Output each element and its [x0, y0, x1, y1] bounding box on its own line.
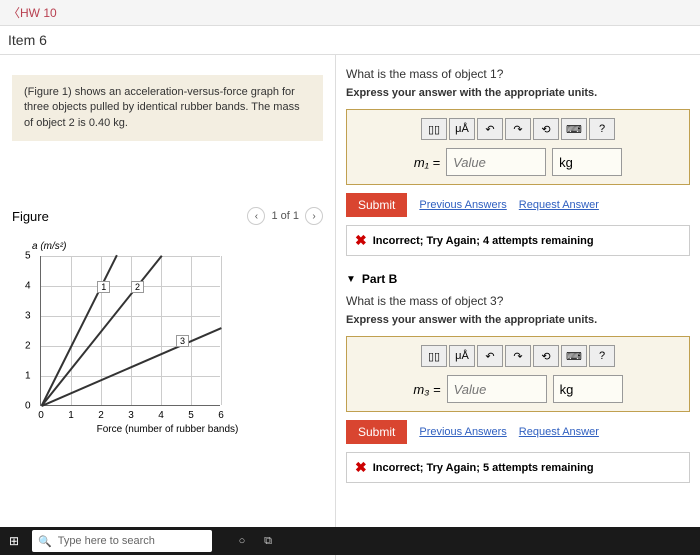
problem-prompt: (Figure 1) shows an acceleration-versus-… — [12, 75, 323, 141]
toolbar-button[interactable]: ? — [589, 118, 615, 140]
part-b-var-label: m₃ = — [413, 382, 440, 397]
toolbar-button[interactable]: ↷ — [505, 118, 531, 140]
part-a-answer-box: ▯▯μÅ↶↷⟲⌨? m₁ = — [346, 109, 690, 185]
part-b-unit-input[interactable] — [553, 375, 623, 403]
acceleration-force-graph: 0123450123456123 — [40, 256, 220, 406]
y-tick-label: 3 — [25, 311, 31, 322]
part-b-feedback: ✖ Incorrect; Try Again; 5 attempts remai… — [346, 452, 690, 483]
part-a-actions: Submit Previous Answers Request Answer — [346, 193, 690, 217]
x-tick-label: 1 — [68, 410, 74, 421]
part-b-answer-box: ▯▯μÅ↶↷⟲⌨? m₃ = — [346, 336, 690, 412]
y-axis-title: a (m/s²) — [32, 241, 295, 252]
part-b-instruction: Express your answer with the appropriate… — [346, 314, 690, 326]
part-a-input-row: m₁ = — [355, 148, 681, 176]
y-tick-label: 5 — [25, 251, 31, 262]
collapse-icon: ▼ — [346, 274, 356, 285]
figure-next-button[interactable]: › — [305, 207, 323, 225]
search-icon: 🔍 — [38, 535, 52, 548]
part-b: What is the mass of object 3? Express yo… — [346, 294, 690, 483]
part-b-actions: Submit Previous Answers Request Answer — [346, 420, 690, 444]
part-a-value-input[interactable] — [446, 148, 546, 176]
y-tick-label: 1 — [25, 371, 31, 382]
taskbar-icons: ○ ⧉ — [232, 531, 278, 551]
x-tick-label: 4 — [158, 410, 164, 421]
toolbar-button[interactable]: ▯▯ — [421, 118, 447, 140]
line-label-2: 2 — [131, 281, 144, 293]
figure-counter: 1 of 1 — [271, 210, 299, 222]
part-a-request-answer-link[interactable]: Request Answer — [519, 199, 599, 211]
hw-label: HW 10 — [20, 6, 57, 20]
part-b-request-answer-link[interactable]: Request Answer — [519, 426, 599, 438]
item-label: Item 6 — [0, 26, 700, 55]
incorrect-icon: ✖ — [355, 232, 367, 249]
toolbar-button[interactable]: ⟲ — [533, 345, 559, 367]
part-a-submit-button[interactable]: Submit — [346, 193, 407, 217]
toolbar-button[interactable]: ⌨ — [561, 118, 587, 140]
taskview-icon[interactable]: ⧉ — [258, 531, 278, 551]
line-label-3: 3 — [176, 335, 189, 347]
part-b-previous-answers-link[interactable]: Previous Answers — [419, 426, 506, 438]
part-b-feedback-text: Incorrect; Try Again; 5 attempts remaini… — [373, 462, 594, 474]
graph-area: a (m/s²) 0 1 2 3 4 5 0 1 2 3 4 5 6 1 2 3 Force (number … — [0, 231, 335, 445]
part-a-unit-input[interactable] — [552, 148, 622, 176]
toolbar-button[interactable]: ? — [589, 345, 615, 367]
y-tick-label: 0 — [25, 401, 31, 412]
search-placeholder-text: Type here to search — [58, 535, 155, 547]
x-tick-label: 6 — [218, 410, 224, 421]
part-a-previous-answers-link[interactable]: Previous Answers — [419, 199, 506, 211]
toolbar-button[interactable]: ⟲ — [533, 118, 559, 140]
part-a-feedback-text: Incorrect; Try Again; 4 attempts remaini… — [373, 235, 594, 247]
left-column: (Figure 1) shows an acceleration-versus-… — [0, 55, 336, 560]
toolbar-button[interactable]: ↶ — [477, 345, 503, 367]
x-tick-label: 3 — [128, 410, 134, 421]
cortana-icon[interactable]: ○ — [232, 531, 252, 551]
y-tick-label: 2 — [25, 341, 31, 352]
right-column: What is the mass of object 1? Express yo… — [336, 55, 700, 560]
chart-line-1 — [41, 255, 118, 406]
part-b-submit-button[interactable]: Submit — [346, 420, 407, 444]
figure-title: Figure — [12, 209, 49, 224]
toolbar-button[interactable]: ↶ — [477, 118, 503, 140]
part-b-value-input[interactable] — [447, 375, 547, 403]
toolbar-button[interactable]: ↷ — [505, 345, 531, 367]
line-label-1: 1 — [97, 281, 110, 293]
toolbar-button[interactable]: ⌨ — [561, 345, 587, 367]
part-a-toolbar: ▯▯μÅ↶↷⟲⌨? — [355, 118, 681, 140]
part-a-instruction: Express your answer with the appropriate… — [346, 87, 690, 99]
breadcrumb-back[interactable]: 〈HW 10 — [0, 0, 700, 26]
windows-taskbar: ⊞ 🔍 Type here to search ○ ⧉ — [0, 527, 700, 555]
main-content: (Figure 1) shows an acceleration-versus-… — [0, 55, 700, 560]
figure-nav: ‹ 1 of 1 › — [247, 207, 323, 225]
toolbar-button[interactable]: ▯▯ — [421, 345, 447, 367]
toolbar-button[interactable]: μÅ — [449, 118, 475, 140]
figure-header: Figure ‹ 1 of 1 › — [0, 201, 335, 231]
part-b-toolbar: ▯▯μÅ↶↷⟲⌨? — [355, 345, 681, 367]
part-b-title: Part B — [362, 272, 397, 286]
incorrect-icon: ✖ — [355, 459, 367, 476]
part-b-input-row: m₃ = — [355, 375, 681, 403]
x-tick-label: 0 — [38, 410, 44, 421]
part-a-question: What is the mass of object 1? — [346, 67, 690, 81]
x-axis-title: Force (number of rubber bands) — [40, 424, 295, 435]
part-a-var-label: m₁ = — [414, 155, 440, 170]
part-b-question: What is the mass of object 3? — [346, 294, 690, 308]
part-a-feedback: ✖ Incorrect; Try Again; 4 attempts remai… — [346, 225, 690, 256]
start-button[interactable]: ⊞ — [0, 527, 28, 555]
taskbar-search[interactable]: 🔍 Type here to search — [32, 530, 212, 552]
y-tick-label: 4 — [25, 281, 31, 292]
figure-prev-button[interactable]: ‹ — [247, 207, 265, 225]
x-tick-label: 5 — [188, 410, 194, 421]
x-tick-label: 2 — [98, 410, 104, 421]
toolbar-button[interactable]: μÅ — [449, 345, 475, 367]
part-b-header[interactable]: ▼ Part B — [346, 272, 690, 286]
part-a: What is the mass of object 1? Express yo… — [346, 67, 690, 256]
